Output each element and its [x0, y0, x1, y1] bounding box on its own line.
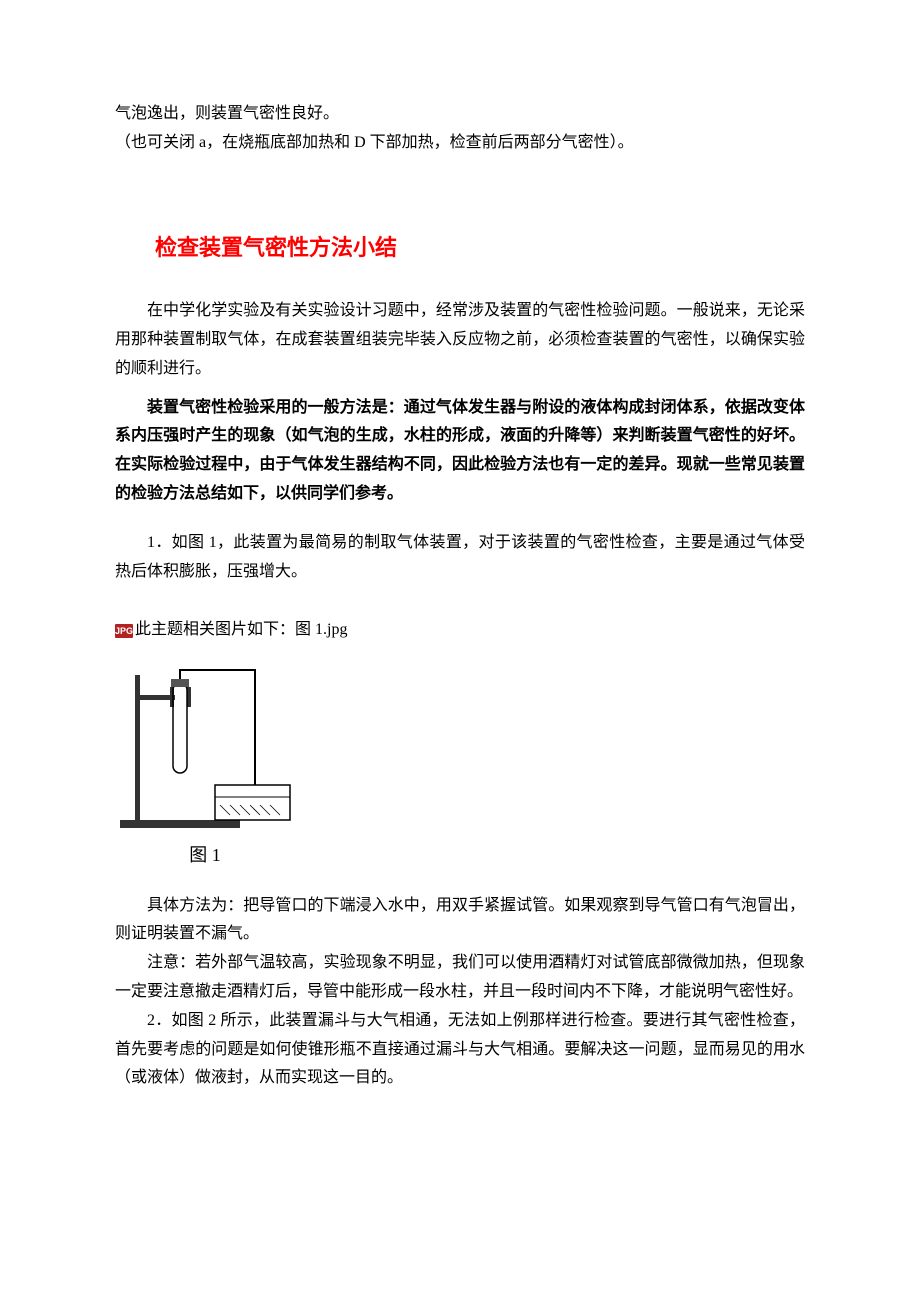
- top-line-2: （也可关闭 a，在烧瓶底部加热和 D 下部加热，检查前后两部分气密性）。: [115, 129, 805, 158]
- bold-paragraph: 装置气密性检验采用的一般方法是：通过气体发生器与附设的液体构成封闭体系，依据改变…: [115, 394, 805, 509]
- method-p3: 2．如图 2 所示，此装置漏斗与大气相通，无法如上例那样进行检查。要进行其气密性…: [115, 1007, 805, 1093]
- item1-block: 1．如图 1，此装置为最简易的制取气体装置，对于该装置的气密性检查，主要是通过气…: [115, 529, 805, 587]
- method-summary-bold: 装置气密性检验采用的一般方法是：通过气体发生器与附设的液体构成封闭体系，依据改变…: [115, 394, 805, 509]
- image-reference-line: JPG 此主题相关图片如下：图 1.jpg: [115, 616, 805, 645]
- item1-text: 1．如图 1，此装置为最简易的制取气体装置，对于该装置的气密性检查，主要是通过气…: [115, 529, 805, 587]
- intro-p1: 在中学化学实验及有关实验设计习题中，经常涉及装置的气密性检验问题。一般说来，无论…: [115, 297, 805, 383]
- intro-block: 在中学化学实验及有关实验设计习题中，经常涉及装置的气密性检验问题。一般说来，无论…: [115, 297, 805, 383]
- section-title: 检查装置气密性方法小结: [155, 228, 805, 268]
- figure-1: 图 1: [115, 665, 295, 871]
- figure-1-svg: [115, 665, 295, 835]
- figure-1-caption: 图 1: [115, 839, 295, 871]
- jpg-badge-icon: JPG: [115, 624, 133, 638]
- document-page: 气泡逸出，则装置气密性良好。 （也可关闭 a，在烧瓶底部加热和 D 下部加热，检…: [0, 0, 920, 1153]
- top-line-1: 气泡逸出，则装置气密性良好。: [115, 100, 805, 129]
- method-p1: 具体方法为：把导管口的下端浸入水中，用双手紧握试管。如果观察到导气管口有气泡冒出…: [115, 892, 805, 950]
- image-reference-text: 此主题相关图片如下：图 1.jpg: [135, 616, 347, 645]
- method-block: 具体方法为：把导管口的下端浸入水中，用双手紧握试管。如果观察到导气管口有气泡冒出…: [115, 892, 805, 1094]
- method-p2: 注意：若外部气温较高，实验现象不明显，我们可以使用酒精灯对试管底部微微加热，但现…: [115, 949, 805, 1007]
